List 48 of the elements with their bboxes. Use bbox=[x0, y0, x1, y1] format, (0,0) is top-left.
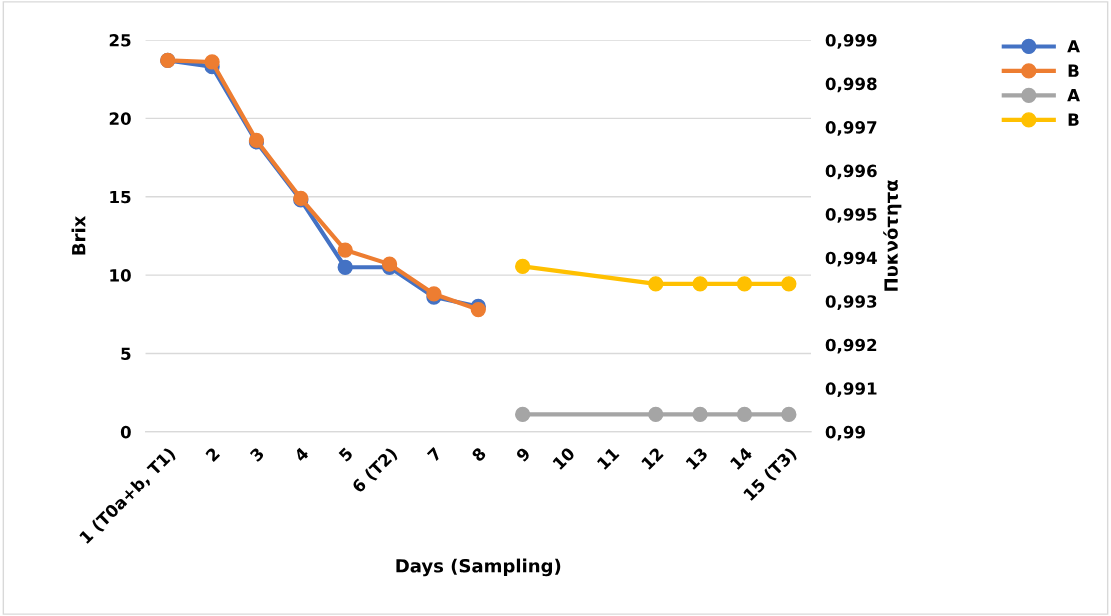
y2-tick-label: 0,994 bbox=[825, 251, 877, 267]
legend-label: A bbox=[1067, 40, 1080, 53]
y-tick-label: 15 bbox=[110, 190, 131, 204]
legend-label: B bbox=[1068, 64, 1079, 77]
y-tick-label: 25 bbox=[109, 34, 131, 47]
x-tick-label: 11 bbox=[596, 446, 620, 470]
point bbox=[736, 276, 753, 292]
point bbox=[648, 276, 664, 292]
x-tick-label: 13 bbox=[685, 446, 709, 470]
point bbox=[648, 406, 664, 423]
y-tick-label: 0 bbox=[120, 425, 131, 439]
x-tick-label: 8 bbox=[471, 446, 487, 463]
x-tick-label: 14 bbox=[729, 446, 753, 470]
y2-axis-title: Πυκνότητα bbox=[883, 180, 902, 291]
x-tick-label: 2 bbox=[205, 446, 221, 462]
y-tick-label: 20 bbox=[109, 112, 131, 125]
y2-tick-label: 0,99 bbox=[825, 425, 865, 441]
y-tick-label: 5 bbox=[121, 347, 131, 361]
x-tick-label: 4 bbox=[293, 446, 310, 463]
y2-tick-label: 0,999 bbox=[825, 34, 877, 49]
x-tick-label: 5 bbox=[338, 446, 354, 463]
x-axis-title: Days (Sampling) bbox=[396, 558, 561, 577]
y-axis-title: Brix bbox=[71, 215, 86, 255]
point bbox=[204, 54, 220, 70]
y2-tick-label: 0,997 bbox=[825, 121, 877, 136]
y2-tick-label: 0,998 bbox=[825, 77, 877, 93]
y2-tick-label: 0,992 bbox=[825, 338, 877, 354]
y2-tick-label: 0,996 bbox=[825, 164, 877, 180]
point bbox=[692, 406, 708, 423]
x-tick-label: 12 bbox=[640, 446, 664, 470]
legend-label: B bbox=[1068, 113, 1079, 126]
legend-label: A bbox=[1067, 89, 1080, 102]
x-tick-label: 9 bbox=[515, 446, 532, 463]
point bbox=[515, 258, 531, 275]
point bbox=[337, 242, 353, 258]
point bbox=[781, 276, 797, 292]
point bbox=[337, 259, 353, 275]
y-tick-label: 10 bbox=[110, 269, 131, 282]
point bbox=[781, 406, 797, 423]
y2-tick-label: 0,993 bbox=[825, 295, 877, 310]
y2-tick-label: 0,991 bbox=[825, 382, 877, 397]
x-tick-label: 3 bbox=[249, 446, 265, 463]
point bbox=[515, 406, 531, 423]
x-tick-label: 7 bbox=[426, 447, 442, 463]
point bbox=[692, 276, 708, 292]
x-tick-label: 10 bbox=[552, 446, 576, 470]
y2-tick-label: 0,995 bbox=[825, 208, 877, 223]
point bbox=[736, 406, 753, 423]
